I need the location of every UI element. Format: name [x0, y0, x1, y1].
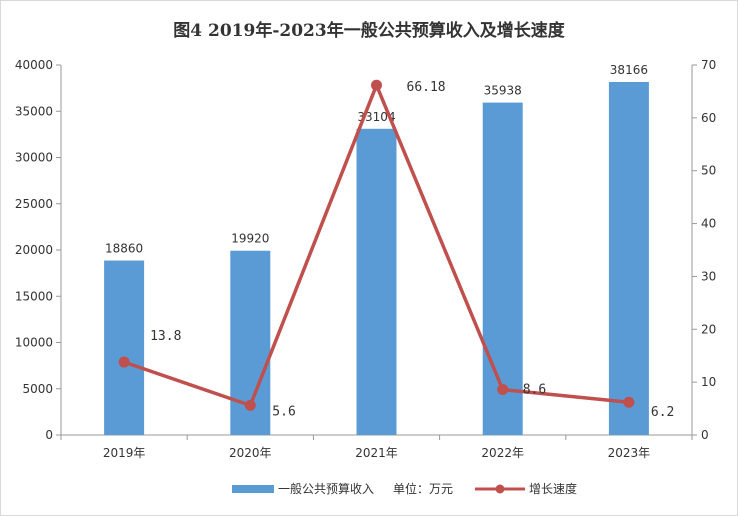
growth-data-label: 13.8: [150, 329, 181, 344]
y-right-tick-label: 0: [701, 428, 709, 442]
y-left-tick-label: 30000: [15, 151, 53, 165]
legend-marker-line: [495, 484, 505, 494]
x-tick-label: 2020年: [229, 446, 272, 460]
y-right-tick-label: 50: [701, 164, 716, 178]
y-left-tick-label: 5000: [22, 382, 53, 396]
y-left-tick-label: 10000: [15, 336, 53, 350]
growth-point: [118, 356, 130, 368]
bar: [482, 102, 523, 436]
y-right-tick-label: 20: [701, 322, 716, 336]
legend-label-line: 增长速度: [529, 481, 577, 496]
unit-note: 单位：万元: [393, 481, 453, 496]
bar: [356, 128, 397, 435]
bar-data-label: 19920: [231, 232, 269, 246]
y-right-tick-label: 40: [701, 217, 716, 231]
y-left-tick-label: 0: [45, 428, 53, 442]
growth-data-label: 6.2: [651, 405, 674, 420]
x-tick-label: 2021年: [355, 446, 398, 460]
growth-point: [497, 384, 509, 396]
bar: [104, 260, 145, 435]
legend-label-bar: 一般公共预算收入: [278, 481, 374, 496]
bar-data-label: 38166: [610, 63, 648, 77]
growth-point: [371, 79, 382, 91]
bar-data-label: 18860: [105, 242, 143, 256]
plot-area: 0 5000 10000 15000 20000 25000 30000 35000 40000…: [15, 58, 716, 460]
x-tick-label: 2019年: [103, 446, 146, 460]
bar-data-label: 35938: [484, 84, 522, 98]
growth-point: [244, 399, 256, 411]
y-left-tick-label: 35000: [15, 104, 53, 118]
chart-title: 图4 2019年-2023年一般公共预算收入及增长速度: [173, 20, 565, 41]
x-tick-label: 2022年: [481, 446, 524, 460]
growth-point: [623, 396, 635, 408]
legend-swatch-bar: [232, 485, 274, 493]
y-right-tick-label: 30: [701, 269, 716, 283]
growth-data-label: 5.6: [272, 404, 295, 419]
y-left-tick-label: 25000: [15, 197, 53, 211]
y-left-tick-label: 40000: [15, 58, 53, 72]
y-right-tick-label: 60: [701, 111, 716, 125]
y-right-tick-label: 70: [701, 58, 716, 72]
y-left-tick-label: 15000: [15, 289, 53, 303]
legend: 一般公共预算收入 单位：万元 增长速度: [232, 481, 577, 496]
growth-data-label: 66.18: [407, 80, 446, 95]
growth-data-label: 8.6: [523, 383, 546, 398]
x-tick-label: 2023年: [608, 446, 651, 460]
y-right-tick-label: 10: [701, 375, 716, 389]
y-left-tick-label: 20000: [15, 243, 53, 257]
bar: [608, 81, 649, 435]
